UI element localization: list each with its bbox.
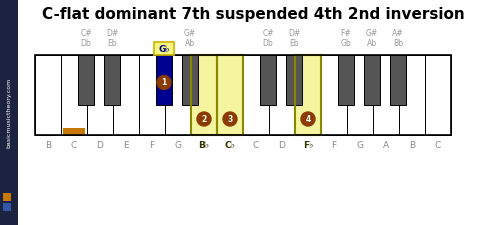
Bar bbox=[337, 55, 353, 105]
Bar bbox=[63, 128, 85, 135]
Bar bbox=[104, 55, 120, 105]
Bar bbox=[243, 55, 268, 135]
Text: G: G bbox=[174, 142, 181, 151]
Bar bbox=[0, 0, 18, 225]
Bar bbox=[268, 55, 294, 135]
Bar bbox=[156, 55, 172, 105]
Bar bbox=[191, 55, 217, 135]
Bar bbox=[154, 42, 174, 55]
Text: Ab: Ab bbox=[184, 40, 195, 49]
Bar bbox=[217, 55, 243, 135]
Text: Eb: Eb bbox=[288, 40, 298, 49]
Bar bbox=[320, 55, 346, 135]
Bar bbox=[363, 55, 379, 105]
Circle shape bbox=[223, 112, 237, 126]
Text: Ab: Ab bbox=[366, 40, 376, 49]
Text: C#: C# bbox=[80, 29, 92, 38]
Bar bbox=[398, 55, 424, 135]
Text: 2: 2 bbox=[201, 115, 206, 124]
Text: D#: D# bbox=[287, 29, 300, 38]
Bar bbox=[191, 55, 217, 135]
Text: C♭: C♭ bbox=[224, 142, 235, 151]
Text: Gb: Gb bbox=[340, 40, 351, 49]
Text: Db: Db bbox=[81, 40, 91, 49]
Text: A: A bbox=[382, 142, 388, 151]
Circle shape bbox=[157, 76, 171, 90]
Text: B: B bbox=[408, 142, 414, 151]
Text: D: D bbox=[96, 142, 103, 151]
Text: G#: G# bbox=[183, 29, 196, 38]
Bar bbox=[285, 55, 302, 105]
Text: Db: Db bbox=[262, 40, 273, 49]
Bar bbox=[87, 55, 113, 135]
Text: 3: 3 bbox=[227, 115, 232, 124]
Text: C#: C# bbox=[262, 29, 273, 38]
Bar bbox=[113, 55, 139, 135]
Bar bbox=[78, 55, 94, 105]
Text: F: F bbox=[149, 142, 154, 151]
Text: C-flat dominant 7th suspended 4th 2nd inversion: C-flat dominant 7th suspended 4th 2nd in… bbox=[42, 7, 464, 22]
Text: basicmusictheory.com: basicmusictheory.com bbox=[6, 77, 12, 148]
Text: G#: G# bbox=[365, 29, 377, 38]
Bar bbox=[294, 55, 320, 135]
Bar bbox=[182, 55, 198, 105]
Bar bbox=[217, 55, 243, 135]
Text: 1: 1 bbox=[161, 78, 166, 87]
Text: A#: A# bbox=[391, 29, 403, 38]
Text: B♭: B♭ bbox=[198, 142, 209, 151]
Bar bbox=[260, 55, 275, 105]
Bar bbox=[346, 55, 372, 135]
Text: C: C bbox=[434, 142, 440, 151]
Text: F: F bbox=[331, 142, 336, 151]
Bar bbox=[35, 55, 450, 135]
Bar bbox=[389, 55, 405, 105]
Circle shape bbox=[301, 112, 314, 126]
Text: B: B bbox=[45, 142, 51, 151]
Bar bbox=[424, 55, 450, 135]
Text: C: C bbox=[252, 142, 259, 151]
Text: Eb: Eb bbox=[107, 40, 117, 49]
Bar bbox=[35, 55, 61, 135]
Circle shape bbox=[197, 112, 210, 126]
Bar bbox=[3, 193, 11, 201]
Text: 4: 4 bbox=[305, 115, 310, 124]
Text: D#: D# bbox=[106, 29, 118, 38]
Text: G♭: G♭ bbox=[158, 45, 169, 54]
Bar bbox=[372, 55, 398, 135]
Bar bbox=[61, 55, 87, 135]
Bar bbox=[164, 55, 191, 135]
Text: Bb: Bb bbox=[392, 40, 402, 49]
Text: G: G bbox=[356, 142, 363, 151]
Bar bbox=[139, 55, 164, 135]
Text: F#: F# bbox=[340, 29, 351, 38]
Bar bbox=[3, 203, 11, 211]
Text: D: D bbox=[278, 142, 285, 151]
Text: C: C bbox=[71, 142, 77, 151]
Text: E: E bbox=[123, 142, 128, 151]
Text: F♭: F♭ bbox=[302, 142, 312, 151]
Bar bbox=[294, 55, 320, 135]
